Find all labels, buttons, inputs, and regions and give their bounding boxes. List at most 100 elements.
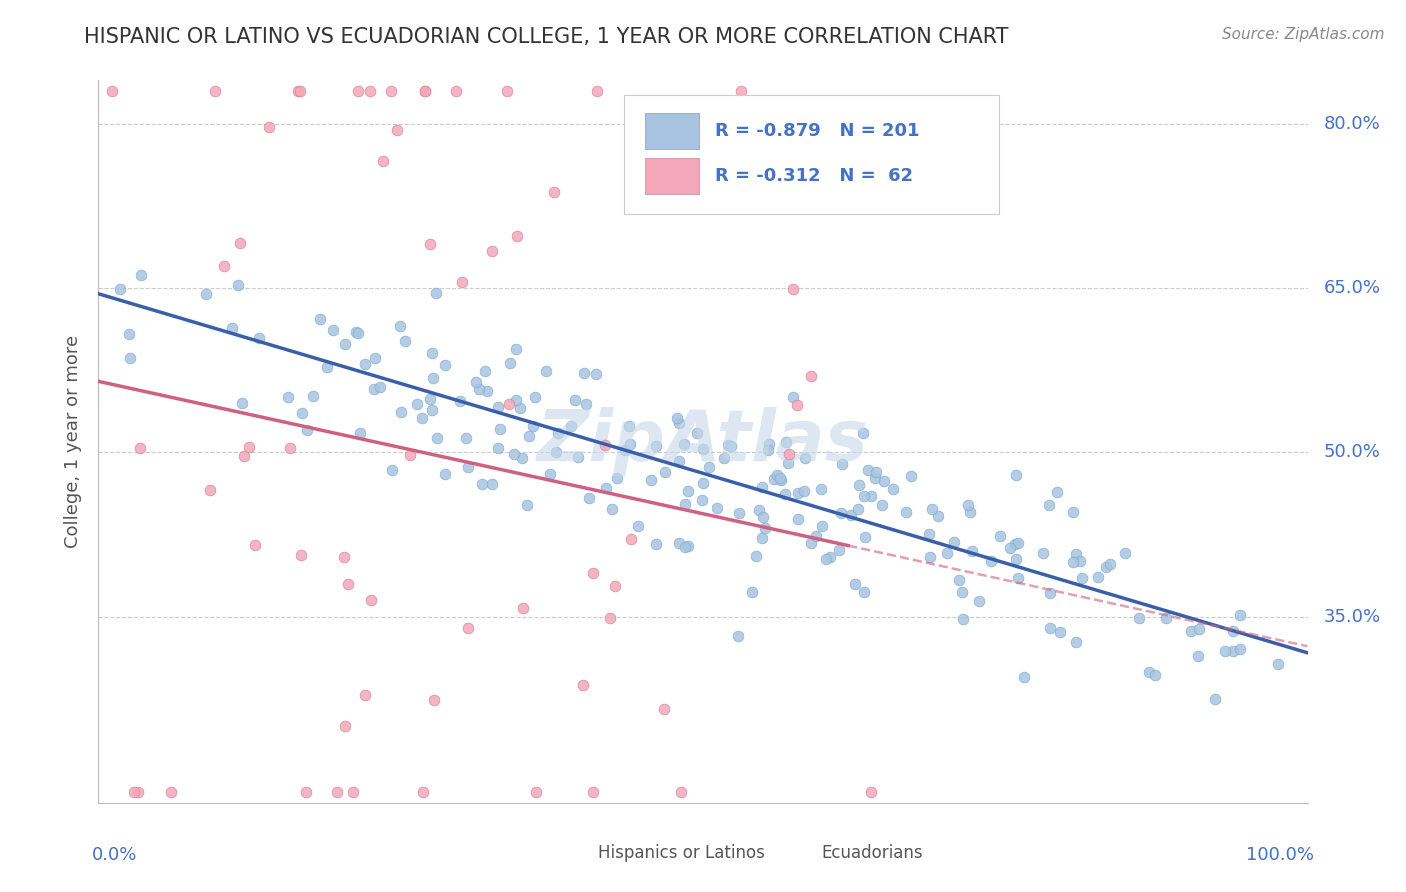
Point	[347, 84, 370, 98]
Point	[865, 465, 887, 479]
Text: 80.0%: 80.0%	[1323, 115, 1381, 133]
Point	[1154, 610, 1177, 624]
Point	[1188, 622, 1211, 636]
Point	[385, 122, 408, 136]
Point	[1229, 642, 1251, 657]
Point	[359, 84, 381, 98]
Point	[927, 508, 949, 523]
Point	[198, 483, 221, 498]
Point	[668, 454, 690, 468]
Point	[811, 519, 834, 533]
Point	[481, 477, 503, 491]
Point	[920, 549, 942, 564]
Point	[814, 552, 837, 566]
Point	[1007, 571, 1029, 585]
Point	[337, 576, 360, 591]
Point	[247, 331, 270, 345]
Point	[495, 84, 517, 98]
Point	[522, 419, 544, 434]
Point	[486, 441, 509, 455]
Point	[1222, 644, 1244, 658]
Text: 65.0%: 65.0%	[1323, 279, 1381, 297]
Point	[411, 411, 433, 425]
Point	[380, 84, 402, 98]
Point	[291, 406, 314, 420]
Point	[238, 440, 260, 454]
Text: Ecuadorians: Ecuadorians	[821, 845, 924, 863]
Point	[333, 550, 356, 565]
Point	[748, 502, 770, 516]
Point	[120, 351, 142, 365]
Point	[644, 439, 666, 453]
Point	[717, 438, 740, 452]
Point	[516, 499, 538, 513]
Point	[1005, 552, 1028, 566]
Point	[870, 498, 893, 512]
Point	[669, 785, 692, 799]
Point	[962, 544, 984, 558]
Point	[425, 286, 447, 301]
Point	[950, 584, 973, 599]
Point	[853, 530, 876, 544]
Point	[763, 473, 786, 487]
Point	[474, 364, 496, 378]
Point	[1071, 571, 1094, 585]
Point	[766, 468, 789, 483]
Point	[129, 268, 152, 282]
Point	[512, 600, 534, 615]
Point	[778, 447, 800, 461]
Point	[692, 442, 714, 457]
Point	[1069, 554, 1091, 568]
Point	[673, 540, 696, 554]
Point	[595, 481, 617, 495]
Point	[787, 485, 810, 500]
Point	[859, 785, 882, 799]
Point	[420, 345, 443, 359]
Point	[773, 487, 796, 501]
Point	[454, 431, 477, 445]
Text: R = -0.879   N = 201: R = -0.879 N = 201	[716, 122, 920, 140]
Point	[582, 566, 605, 580]
FancyBboxPatch shape	[645, 158, 699, 194]
Point	[1114, 546, 1136, 560]
Point	[676, 483, 699, 498]
Point	[498, 397, 520, 411]
Point	[124, 785, 146, 799]
Point	[160, 785, 183, 799]
Point	[394, 334, 416, 348]
Point	[751, 532, 773, 546]
Point	[578, 491, 600, 506]
Point	[1062, 505, 1084, 519]
Point	[1064, 547, 1087, 561]
Point	[936, 546, 959, 560]
Point	[1187, 649, 1209, 664]
Point	[741, 584, 763, 599]
Point	[831, 457, 853, 471]
Point	[422, 403, 444, 417]
Point	[399, 448, 422, 462]
Point	[943, 535, 966, 549]
Point	[692, 475, 714, 490]
Point	[1094, 560, 1116, 574]
Point	[560, 419, 582, 434]
Point	[769, 471, 792, 485]
Point	[1049, 624, 1071, 639]
Point	[782, 390, 804, 404]
Point	[302, 388, 325, 402]
Point	[600, 502, 623, 516]
Point	[967, 594, 990, 608]
Point	[389, 405, 412, 419]
Point	[896, 505, 918, 519]
Point	[534, 364, 557, 378]
Point	[1039, 621, 1062, 635]
Point	[756, 443, 779, 458]
Point	[582, 785, 605, 799]
Point	[544, 445, 567, 459]
Point	[1004, 468, 1026, 483]
FancyBboxPatch shape	[645, 112, 699, 149]
Point	[389, 318, 412, 333]
Point	[344, 325, 367, 339]
FancyBboxPatch shape	[558, 843, 592, 864]
Point	[918, 527, 941, 541]
Point	[503, 447, 526, 461]
